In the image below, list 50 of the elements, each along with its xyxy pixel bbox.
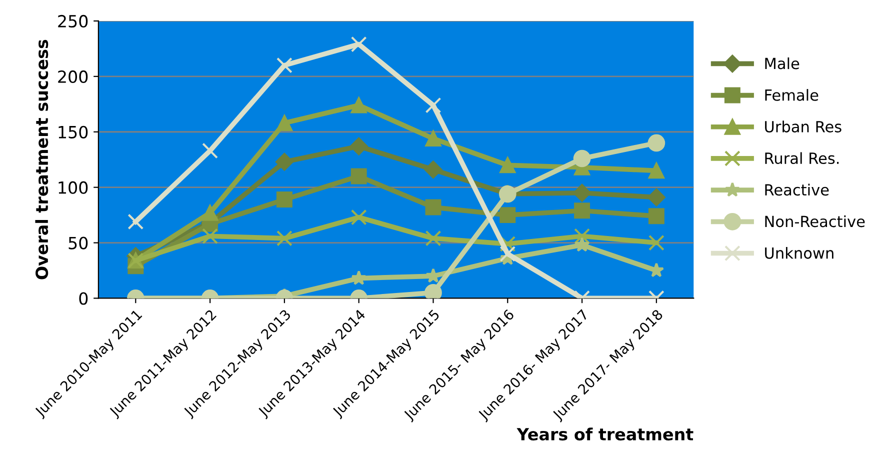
point (574, 202, 590, 219)
point (574, 237, 590, 252)
legend-label: Female (765, 89, 818, 101)
point (500, 246, 516, 262)
y-tick-label: 100 (58, 181, 88, 194)
point (276, 192, 292, 208)
point (350, 209, 367, 226)
legend-label: Rural Res. (765, 152, 839, 164)
point (648, 134, 666, 152)
x-axis-title: Years of treatment (516, 428, 694, 441)
point (500, 207, 516, 224)
point (648, 234, 664, 251)
point (648, 162, 664, 179)
y-tick-label: 200 (58, 70, 88, 83)
legend-label: Non-Reactive (765, 215, 865, 228)
point (573, 184, 591, 202)
point (424, 160, 442, 178)
point (350, 97, 367, 114)
point (425, 97, 442, 114)
point (500, 157, 516, 174)
point (202, 204, 218, 221)
point (500, 236, 516, 252)
point (425, 230, 442, 246)
point (276, 57, 292, 74)
point (573, 150, 591, 168)
point (350, 137, 368, 156)
point (350, 36, 367, 52)
legend-label: Male (765, 57, 800, 70)
point (202, 142, 218, 159)
y-axis-title: Overal treatment success (35, 40, 48, 280)
point (351, 270, 366, 285)
point (424, 284, 442, 298)
point (574, 228, 590, 244)
point (425, 130, 442, 147)
y-tick-label: 0 (79, 292, 88, 305)
legend-label: Urban Res (765, 120, 842, 132)
y-tick-label: 50 (68, 236, 88, 250)
y-tick-label: 250 (58, 14, 88, 28)
point (202, 228, 218, 244)
point (276, 115, 292, 131)
point (276, 230, 292, 246)
point (425, 199, 442, 216)
point (128, 214, 144, 230)
point (648, 208, 664, 224)
point (350, 168, 367, 184)
y-tick-label: 150 (58, 126, 88, 138)
legend-label: Reactive (765, 184, 829, 196)
point (648, 188, 666, 206)
legend-label: Unknown (765, 246, 834, 259)
point (276, 152, 294, 171)
